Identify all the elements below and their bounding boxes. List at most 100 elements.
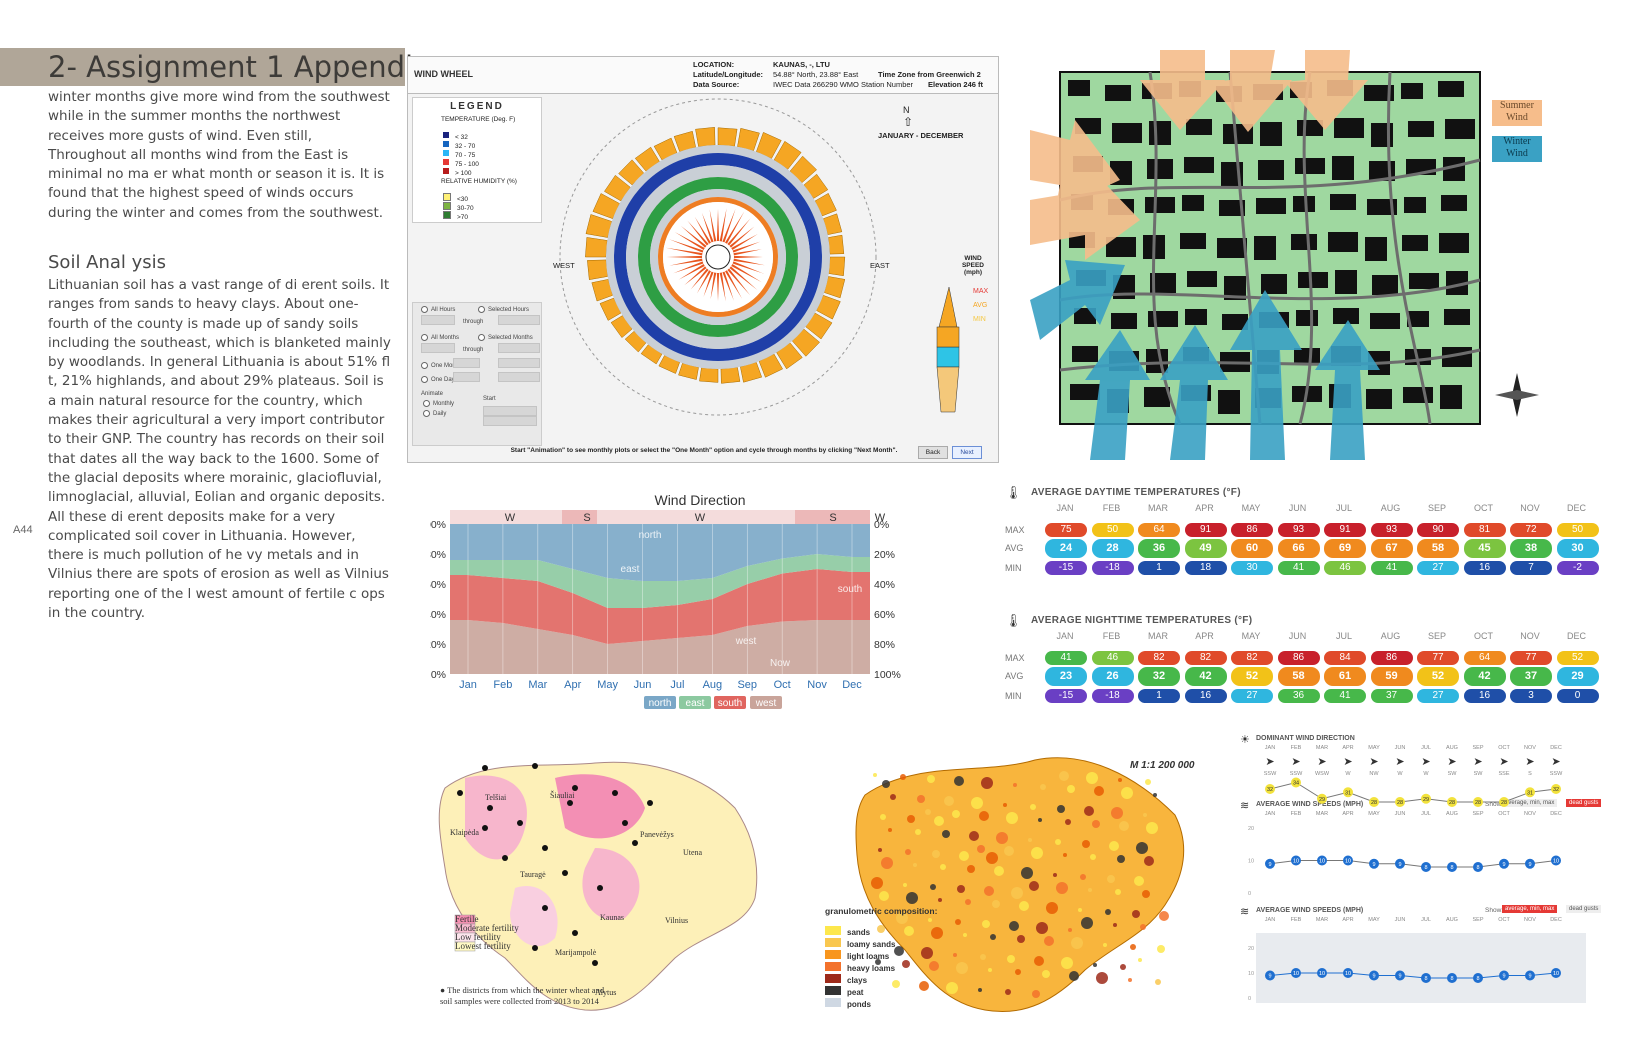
- month-label: MAR: [1315, 917, 1329, 923]
- show-option-gusts-1[interactable]: dead gusts: [1566, 799, 1602, 807]
- soil-patch: [1065, 819, 1071, 825]
- building-block: [1146, 349, 1168, 373]
- month-label: APR: [1195, 503, 1214, 513]
- temp-min-cell: 7: [1510, 561, 1552, 575]
- month-label: OCT: [1498, 745, 1510, 751]
- area-west: [450, 620, 870, 674]
- soil-patch: [879, 891, 889, 901]
- control-field[interactable]: [498, 358, 540, 368]
- radio-icon[interactable]: [421, 376, 428, 383]
- soil-patch: [896, 912, 908, 924]
- soil-legend-item: sands: [825, 922, 870, 940]
- radio-icon[interactable]: [423, 400, 430, 407]
- control-field[interactable]: [483, 406, 537, 416]
- building-block: [1182, 195, 1204, 211]
- soil-patch: [906, 892, 918, 904]
- next-button[interactable]: Next: [952, 446, 982, 459]
- control-field[interactable]: [483, 416, 537, 426]
- temp-legend-item: > 100: [443, 162, 471, 180]
- month-label: FEB: [1290, 917, 1302, 923]
- back-button[interactable]: Back: [918, 446, 948, 459]
- wind-arrow-icon: ➤: [1447, 756, 1457, 768]
- control-field[interactable]: [421, 315, 455, 325]
- radio-icon[interactable]: [421, 362, 428, 369]
- temp-max-cell: 86: [1277, 651, 1320, 665]
- control-option[interactable]: Daily: [423, 410, 446, 417]
- radio-icon[interactable]: [478, 334, 485, 341]
- control-option[interactable]: All Hours: [421, 306, 455, 313]
- fertility-legend-label: Fertile: [455, 914, 479, 924]
- swatch-icon: [825, 998, 841, 1008]
- avg-point-label: 8: [1476, 865, 1479, 871]
- legend-label: north: [649, 698, 672, 709]
- show-option-avg-1[interactable]: average, min, max: [1502, 799, 1558, 807]
- temp-min-cell: -2: [1556, 561, 1599, 575]
- radio-icon[interactable]: [421, 306, 428, 313]
- control-option[interactable]: Selected Months: [478, 334, 533, 341]
- month-label: OCT: [1474, 631, 1493, 641]
- radio-icon[interactable]: [421, 334, 428, 341]
- control-label: Selected Months: [488, 335, 533, 342]
- soil-patch: [959, 851, 969, 861]
- show-label-1: Show:: [1485, 801, 1504, 808]
- show-option-gusts-2[interactable]: dead gusts: [1566, 905, 1602, 913]
- max-point-label: 28: [1475, 800, 1481, 806]
- max-point-label: 28: [1501, 800, 1507, 806]
- radio-icon[interactable]: [423, 410, 430, 417]
- wind-frequency-spike: [694, 216, 711, 244]
- elevation: Elevation 246 ft: [928, 80, 984, 89]
- control-field[interactable]: [453, 372, 480, 382]
- soil-patch: [946, 982, 958, 994]
- control-field[interactable]: [498, 315, 540, 325]
- speed-gauge: MAX AVG MIN: [936, 286, 989, 413]
- row-label: MIN: [1005, 691, 1022, 701]
- compass-icon: [1495, 373, 1539, 417]
- source-label: Data Source:: [693, 80, 740, 89]
- temp-avg-cell: 52: [1417, 667, 1459, 686]
- direction-label: W: [1397, 771, 1403, 777]
- sample-dot: [487, 805, 493, 811]
- avg-point: [1395, 858, 1405, 869]
- control-option[interactable]: Selected Hours: [478, 306, 529, 313]
- soil-patch: [982, 920, 990, 928]
- control-option[interactable]: All Months: [421, 334, 459, 341]
- building-block: [1105, 85, 1131, 101]
- building-block: [1144, 387, 1170, 407]
- control-field[interactable]: [498, 343, 540, 353]
- month-label: JUL: [1335, 631, 1352, 641]
- month-label: SEP: [1472, 745, 1484, 751]
- y-tick-left: 0%: [431, 669, 446, 681]
- soil-legend-label: heavy loams: [847, 964, 896, 973]
- control-option[interactable]: One Month: [421, 362, 461, 369]
- soil-patch: [1068, 928, 1072, 932]
- building-block: [1223, 124, 1253, 144]
- control-field[interactable]: [498, 372, 540, 382]
- temp-min-cell: 41: [1324, 689, 1366, 703]
- avg-point-label: 8: [1450, 865, 1453, 871]
- soil-patch: [1092, 820, 1100, 828]
- control-option[interactable]: One Day: [421, 376, 455, 383]
- soil-patch: [1011, 887, 1023, 899]
- month-label: NOV: [1520, 503, 1540, 513]
- wind-arrow-icon: ➤: [1395, 756, 1405, 768]
- show-option-avg-2[interactable]: average, min, max: [1502, 905, 1558, 913]
- control-field[interactable]: [421, 343, 455, 353]
- temp-max-cell: 81: [1463, 523, 1506, 537]
- avg-point: [1473, 862, 1483, 872]
- temp-avg-cell: 61: [1324, 667, 1366, 686]
- rh-legend-item: 30-70: [443, 197, 474, 215]
- building-block: [1147, 159, 1173, 179]
- soil-patch: [1053, 873, 1057, 877]
- control-option[interactable]: Monthly: [423, 400, 454, 407]
- soil-patch: [1005, 989, 1011, 995]
- wind-frequency-spike: [710, 272, 717, 300]
- soil-patch: [1044, 936, 1054, 946]
- summer-wind-arrows: [1030, 50, 1368, 260]
- x-tick: Aug: [703, 679, 723, 691]
- radio-icon[interactable]: [478, 306, 485, 313]
- soil-legend-title: granulometric composition:: [825, 906, 938, 916]
- x-tick: May: [597, 679, 618, 691]
- soil-patch: [986, 852, 998, 864]
- control-field[interactable]: [453, 358, 480, 368]
- wind-frequency-spike: [732, 261, 765, 274]
